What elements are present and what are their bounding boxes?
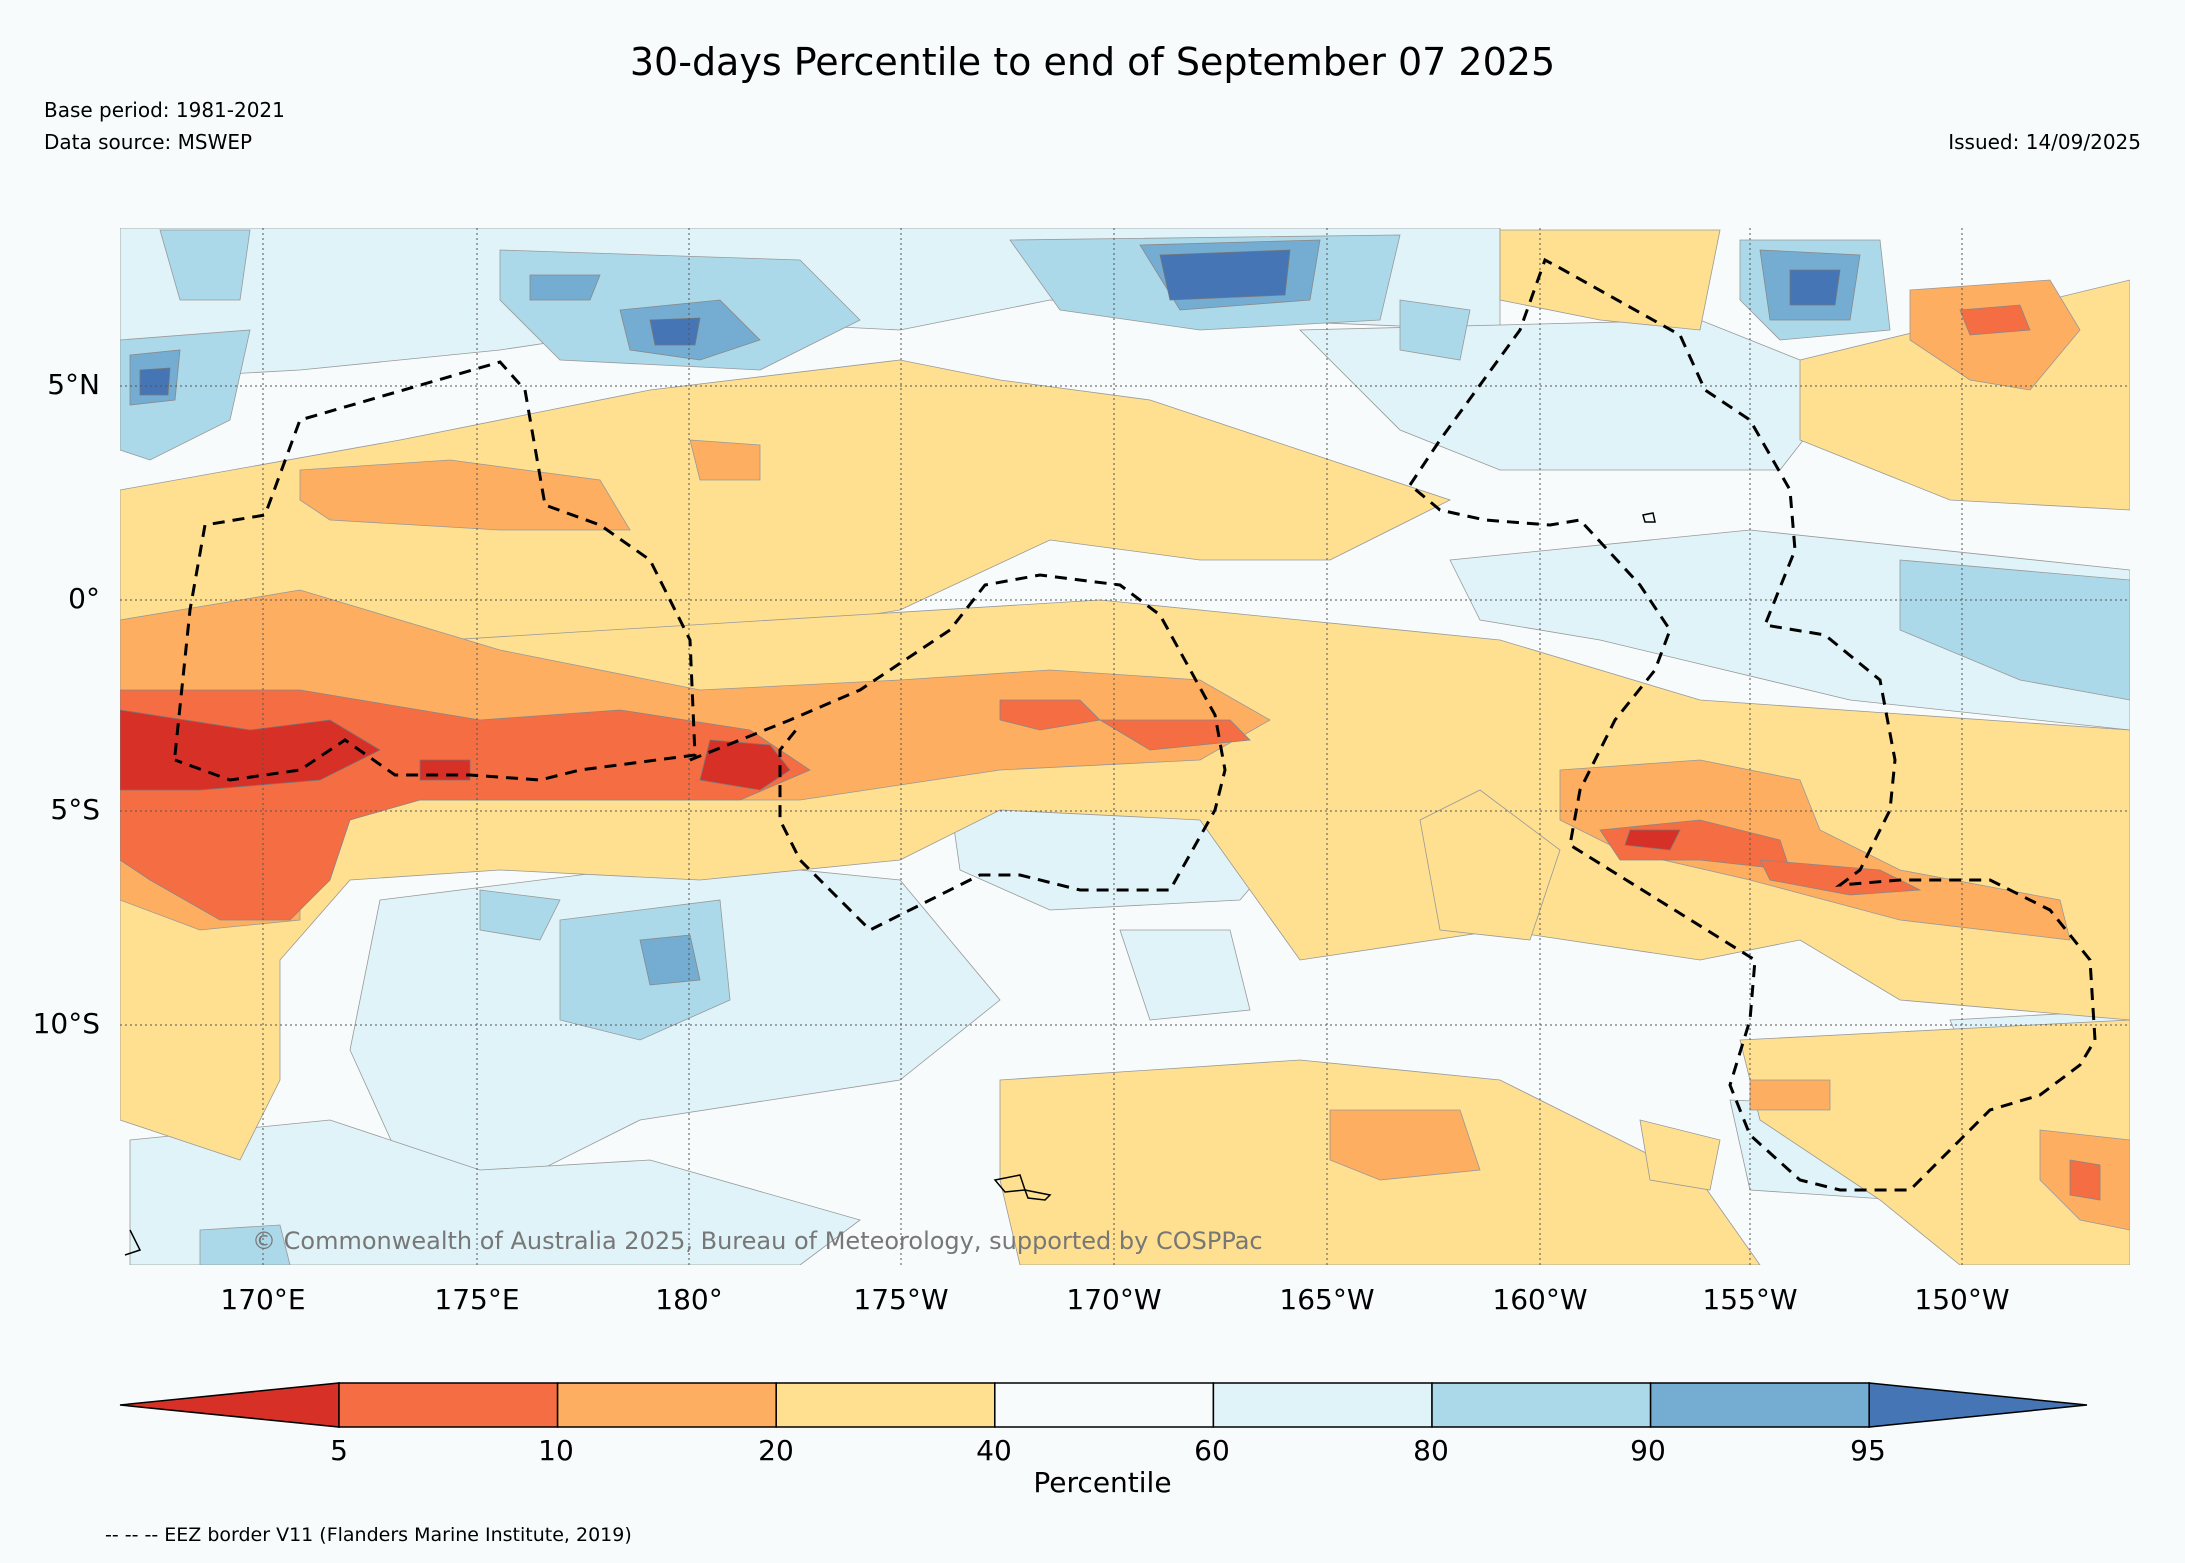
data-source-text: Data source: MSWEP [44, 130, 253, 154]
colorbar-tick-90: 90 [1630, 1434, 1666, 1467]
lat-label-0: 0° [68, 582, 100, 615]
percentile-band-above-95 [139, 249, 1841, 396]
lon-label-150w: 150°W [1914, 1283, 2010, 1316]
colorbar-segment [1212, 1382, 1433, 1428]
copyright-notice: © Commonwealth of Australia 2025, Bureau… [252, 1227, 1263, 1255]
lon-label-180: 180° [655, 1283, 723, 1316]
colorbar-title: Percentile [1033, 1466, 1172, 1499]
colorbar-extend-high [1868, 1382, 2088, 1428]
colorbar-tick-5: 5 [330, 1434, 348, 1467]
colorbar-segment [1649, 1382, 1870, 1428]
lon-label-170w: 170°W [1066, 1283, 1162, 1316]
eez-footnote: -- -- -- EEZ border V11 (Flanders Marine… [105, 1524, 632, 1546]
lat-label-5s: 5°S [50, 793, 100, 826]
lat-label-5n: 5°N [47, 368, 100, 401]
lon-label-175e: 175°E [434, 1283, 520, 1316]
colorbar-segment [338, 1382, 559, 1428]
issued-date-text: Issued: 14/09/2025 [1948, 130, 2141, 154]
colorbar-segment [994, 1382, 1215, 1428]
colorbar-tick-20: 20 [758, 1434, 794, 1467]
colorbar-extend-low [119, 1382, 340, 1428]
colorbar-segment [556, 1382, 777, 1428]
colorbar-tick-60: 60 [1194, 1434, 1230, 1467]
lat-label-10s: 10°S [32, 1007, 100, 1040]
map-gridlines [120, 228, 2130, 1265]
base-period-text: Base period: 1981-2021 [44, 98, 285, 122]
colorbar-tick-80: 80 [1413, 1434, 1449, 1467]
colorbar-segment [1431, 1382, 1652, 1428]
colorbar-tick-95: 95 [1850, 1434, 1886, 1467]
colorbar-segment [775, 1382, 996, 1428]
map-title: 30-days Percentile to end of September 0… [629, 40, 1556, 84]
lon-label-175w: 175°W [853, 1283, 949, 1316]
colorbar-tick-40: 40 [976, 1434, 1012, 1467]
lon-label-160w: 160°W [1492, 1283, 1588, 1316]
lon-label-155w: 155°W [1702, 1283, 1798, 1316]
eez-borders [173, 257, 2097, 1192]
colorbar-tick-10: 10 [538, 1434, 574, 1467]
lon-label-165w: 165°W [1279, 1283, 1375, 1316]
island-outlines [124, 512, 1656, 1256]
lon-label-170e: 170°E [220, 1283, 306, 1316]
